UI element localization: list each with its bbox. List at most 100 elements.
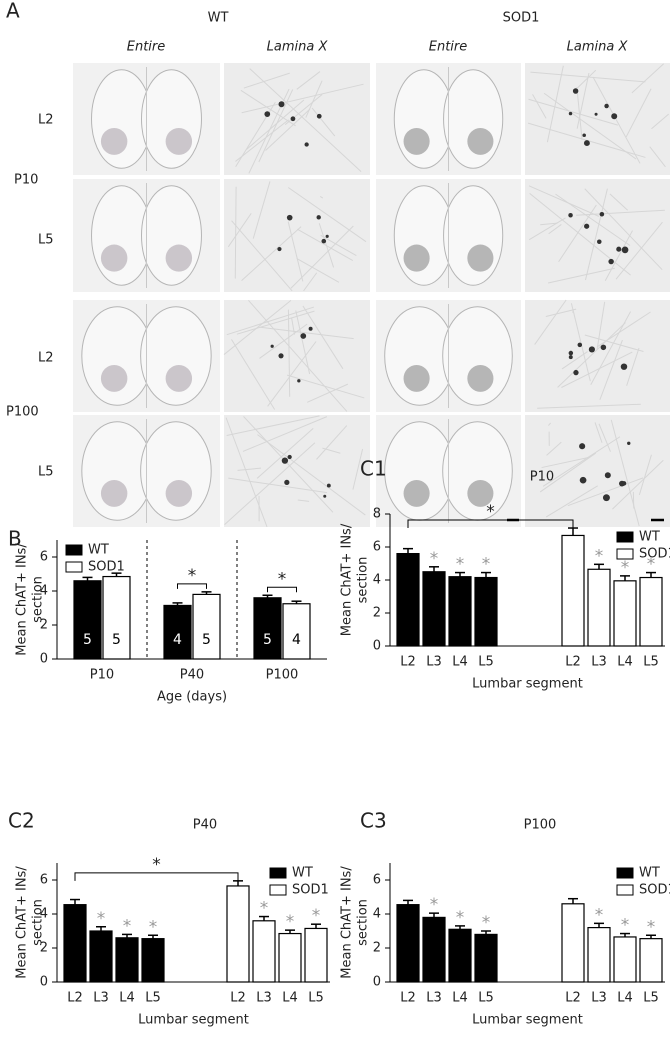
significance-marker: * (430, 895, 439, 915)
bar (562, 904, 584, 982)
bar (449, 577, 471, 646)
ventral-horn (166, 480, 192, 507)
x-tick-label: P40 (180, 668, 204, 683)
y-tick-label: 0 (40, 652, 48, 667)
x-tick-label: L5 (478, 655, 494, 670)
cell (279, 101, 285, 107)
x-tick-label: L3 (426, 655, 442, 670)
cell (305, 142, 309, 146)
cell (597, 239, 602, 244)
bar (640, 939, 662, 982)
x-tick-label: L2 (230, 991, 246, 1006)
significance-marker: * (482, 555, 491, 575)
bar (588, 928, 610, 982)
bar (588, 569, 610, 646)
sample-size: 5 (112, 632, 121, 648)
chart-title: P100 (524, 818, 557, 833)
cell (264, 111, 270, 117)
x-tick-label: L5 (643, 991, 659, 1006)
cell (297, 379, 300, 382)
cell (569, 112, 572, 115)
legend-swatch (270, 868, 286, 878)
x-tick-label: L2 (565, 655, 581, 670)
significance-marker: * (456, 908, 465, 928)
x-tick-label: L4 (119, 991, 135, 1006)
bar (449, 929, 471, 982)
cell (288, 455, 292, 459)
ventral-horn (404, 365, 430, 392)
row-label: L5 (38, 233, 54, 248)
cell (627, 442, 630, 445)
cell (580, 477, 587, 484)
bar (305, 928, 327, 982)
significance-marker: * (482, 913, 491, 933)
row-label: L2 (38, 113, 54, 128)
legend-label: WT (292, 866, 313, 881)
cell (621, 363, 627, 369)
micrograph (525, 300, 670, 412)
chart-title: P10 (530, 470, 554, 485)
sample-size: 5 (202, 632, 211, 648)
legend-swatch (66, 545, 82, 555)
cell (603, 494, 610, 501)
x-tick-label: L2 (67, 991, 83, 1006)
cell (584, 224, 589, 229)
cell (604, 104, 608, 108)
x-tick-label: L5 (308, 991, 324, 1006)
legend-swatch (617, 532, 633, 542)
cell (611, 113, 617, 119)
significance-marker: * (595, 546, 604, 566)
column-label: Entire (127, 40, 166, 55)
x-tick-label: L4 (617, 655, 633, 670)
significance-label: * (152, 855, 161, 875)
legend-label: WT (88, 543, 109, 558)
age-label: P10 (14, 173, 38, 188)
age-label: P100 (6, 405, 39, 420)
panel-label: C1 (360, 457, 387, 481)
significance-label: * (486, 502, 495, 522)
ventral-horn (166, 245, 192, 272)
x-axis-label: Lumbar segment (472, 677, 583, 692)
cord-outline (142, 70, 202, 169)
cell (271, 345, 274, 348)
x-tick-label: L2 (565, 991, 581, 1006)
cell (589, 346, 595, 352)
x-tick-label: L5 (643, 655, 659, 670)
cell (321, 239, 326, 244)
y-tick-label: 0 (373, 975, 381, 990)
x-tick-label: L4 (452, 991, 468, 1006)
y-tick-label: 2 (373, 941, 381, 956)
cell (323, 495, 326, 498)
cell (573, 88, 578, 93)
row-label: L2 (38, 351, 54, 366)
significance-marker: * (286, 912, 295, 932)
legend-label: WT (639, 866, 660, 881)
sample-size: 5 (263, 632, 272, 648)
cord-outline (142, 186, 202, 285)
cell (584, 140, 590, 146)
significance-marker: * (123, 916, 132, 936)
cell (582, 133, 586, 137)
column-label: Entire (429, 40, 468, 55)
cell (317, 215, 321, 219)
y-tick-label: 4 (373, 573, 381, 588)
chart-title: P40 (193, 818, 217, 833)
x-tick-label: P10 (90, 668, 114, 683)
significance-marker: * (149, 917, 158, 937)
ventral-horn (101, 365, 127, 392)
bar (614, 937, 636, 982)
legend-swatch (270, 885, 286, 895)
bar (64, 905, 86, 982)
y-tick-label: 6 (40, 873, 48, 888)
cell (573, 370, 578, 375)
cell (601, 345, 607, 351)
significance-marker: * (456, 555, 465, 575)
cord-outline (444, 70, 503, 169)
cell (317, 114, 322, 119)
legend-label: SOD1 (292, 883, 329, 898)
cell (282, 457, 288, 463)
cell (616, 247, 621, 252)
legend-label: SOD1 (639, 883, 670, 898)
x-tick-label: L3 (93, 991, 109, 1006)
